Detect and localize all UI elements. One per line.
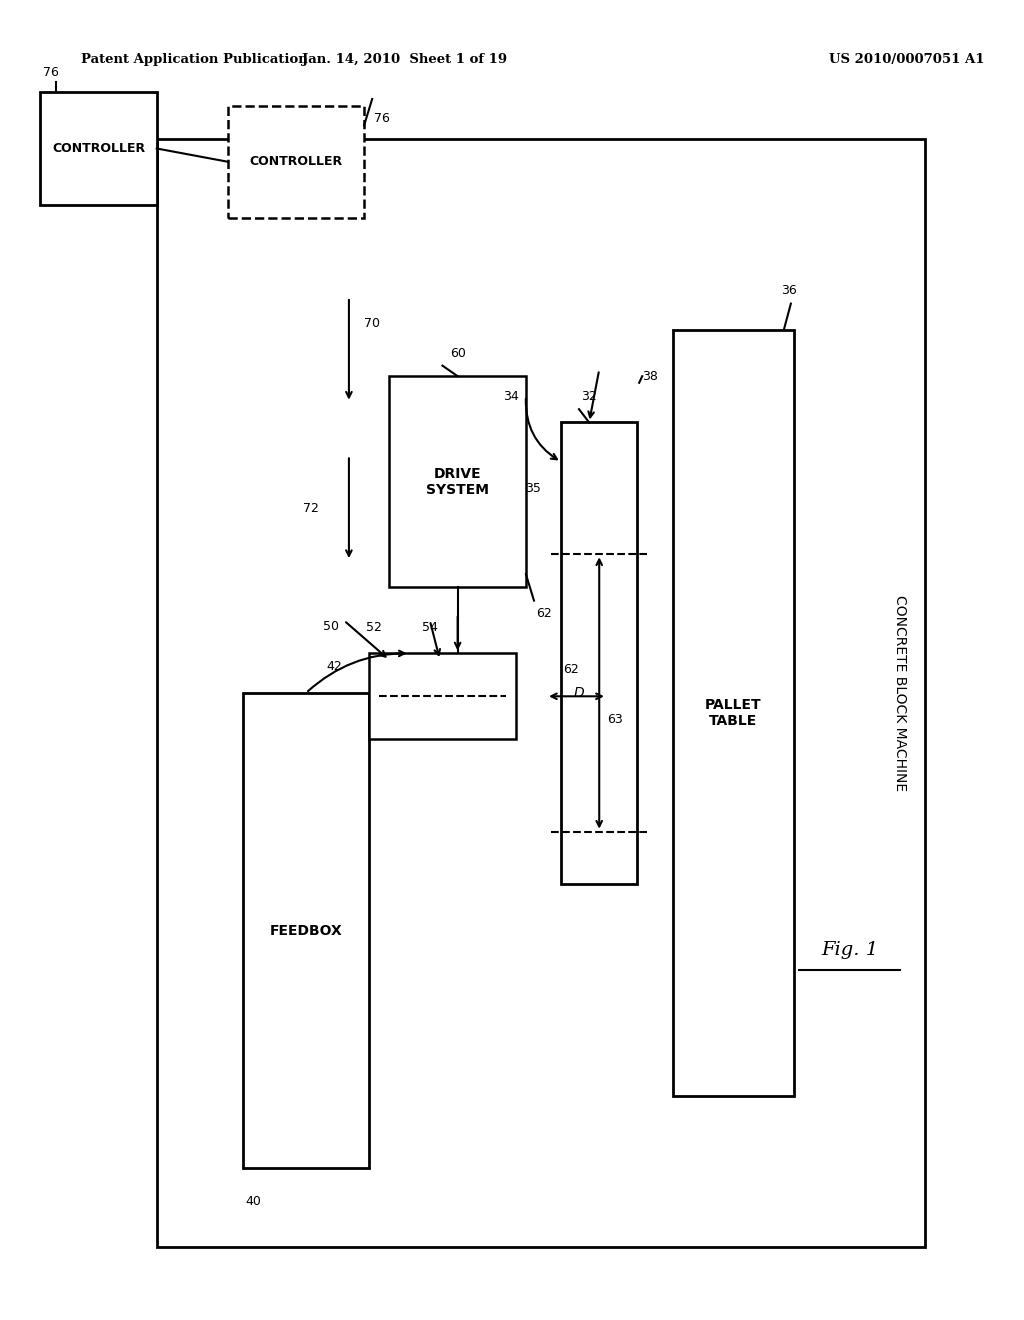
Text: 36: 36 [781,284,797,297]
Text: 54: 54 [422,620,438,634]
Text: 70: 70 [365,317,380,330]
Bar [673,330,794,1096]
Bar [157,139,926,1247]
Text: 42: 42 [327,660,342,673]
Text: 62: 62 [563,664,580,676]
Text: Jan. 14, 2010  Sheet 1 of 19: Jan. 14, 2010 Sheet 1 of 19 [302,53,507,66]
Text: 50: 50 [323,620,339,634]
Text: 40: 40 [245,1195,261,1208]
Text: US 2010/0007051 A1: US 2010/0007051 A1 [829,53,985,66]
Text: CONCRETE BLOCK MACHINE: CONCRETE BLOCK MACHINE [893,595,907,791]
Text: 34: 34 [503,389,518,403]
Bar [227,106,365,218]
Text: Patent Application Publication: Patent Application Publication [81,53,307,66]
Text: CONTROLLER: CONTROLLER [249,156,342,168]
Text: DRIVE
SYSTEM: DRIVE SYSTEM [426,467,489,496]
Text: D: D [573,686,584,700]
Text: CONTROLLER: CONTROLLER [52,143,145,154]
Text: 76: 76 [43,66,58,79]
Bar [389,376,526,587]
Bar [561,422,637,884]
Text: 52: 52 [367,620,382,634]
Text: 32: 32 [582,389,597,403]
Text: Fig. 1: Fig. 1 [821,941,879,960]
Text: 38: 38 [642,370,658,383]
Text: 76: 76 [374,112,390,125]
Text: 63: 63 [607,713,623,726]
Text: 35: 35 [525,482,541,495]
Bar [41,92,157,205]
Text: 72: 72 [303,502,318,515]
Text: 60: 60 [450,347,466,360]
Bar [369,653,516,739]
Text: PALLET
TABLE: PALLET TABLE [705,698,762,727]
Text: FEEDBOX: FEEDBOX [269,924,342,937]
Bar [243,693,369,1168]
Text: 62: 62 [536,607,552,620]
